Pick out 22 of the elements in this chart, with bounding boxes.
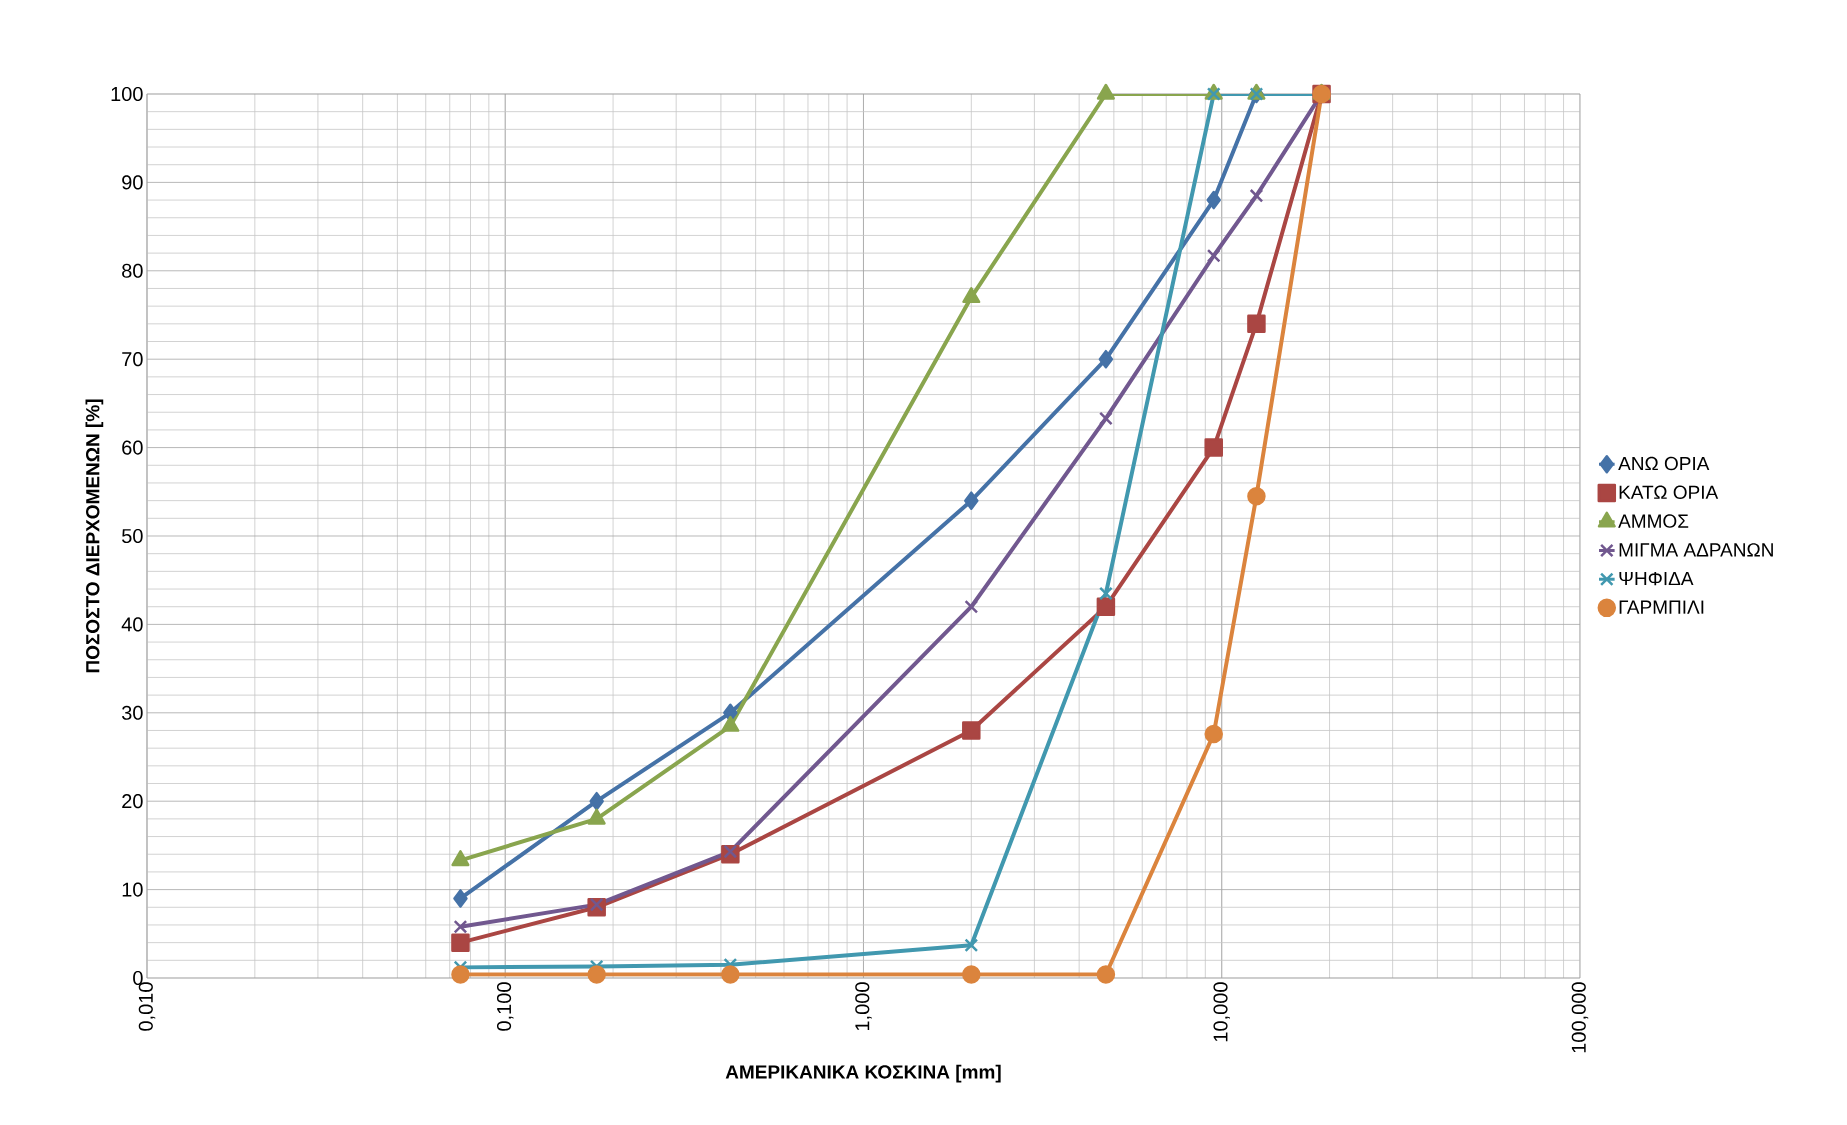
x-tick-label: 1,000 (855, 982, 872, 1031)
x-tick-label: 100,000 (1571, 982, 1589, 1053)
legend-label: ΜΙΓΜΑ ΑΔΡΑΝΩΝ (1619, 543, 1773, 557)
legend-label: ΨΗΦΙΔΑ (1619, 571, 1694, 586)
y-tick-label: 100 (111, 86, 143, 102)
x-axis-title: ΑΜΕΡΙΚΑΝΙΚΑ ΚΟΣΚΙΝΑ [mm] (725, 1064, 1001, 1083)
x-tick-label: 10,000 (1213, 982, 1230, 1042)
legend-label: ΑΝΩ ΟΡΙΑ (1618, 456, 1710, 471)
y-tick-label: 20 (122, 794, 143, 809)
x-tick-label: 0,100 (496, 982, 514, 1031)
y-tick-label: 80 (122, 263, 143, 278)
y-tick-label: 50 (122, 528, 143, 544)
y-tick-label: 60 (122, 440, 143, 455)
y-tick-label: 40 (121, 617, 143, 632)
legend-label: ΓΑΡΜΠΙΛΙ (1619, 600, 1704, 614)
y-tick-label: 70 (122, 352, 143, 367)
legend-label: ΚΑΤΩ ΟΡΙΑ (1619, 485, 1719, 500)
y-tick-label: 90 (122, 175, 143, 190)
y-tick-label: 10 (122, 882, 143, 897)
y-axis-title: ΠΟΣΟΣΤΟ ΔΙΕΡΧΟΜΕΝΩΝ [%] (85, 399, 104, 673)
legend-label: ΑΜΜΟΣ (1618, 514, 1689, 528)
y-tick-label: 30 (121, 705, 143, 720)
